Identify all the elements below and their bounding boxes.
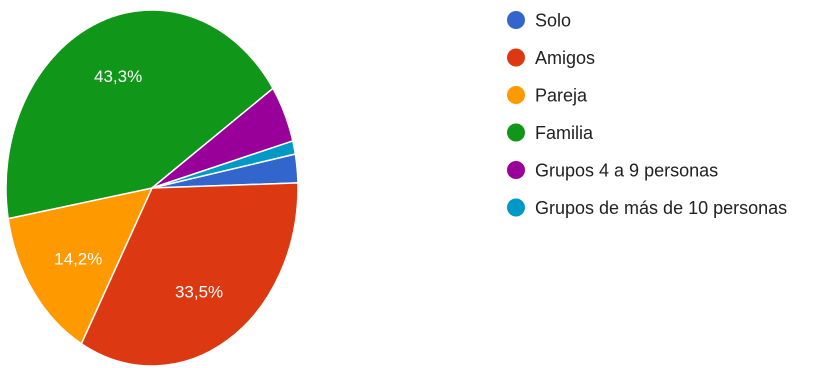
pie-slice-grupos-de-mas-de-10-personas (151, 139, 297, 189)
legend-label-familia: Familia (535, 123, 594, 143)
slice-label-amigos: 33,5% (175, 282, 223, 301)
legend: Solo Amigos Pareja Familia Grupos 4 a 9 pers… (507, 11, 787, 218)
slice-label-familia: 43,3% (94, 67, 142, 86)
legend-label-grupos-de-mas-de-10-personas: Grupos de más de 10 personas (535, 198, 787, 218)
legend-label-pareja: Pareja (535, 86, 588, 106)
legend-swatch-grupos-de-mas-de-10-personas (507, 198, 525, 217)
legend-swatch-pareja (507, 86, 525, 104)
legend-swatch-grupos-4-a-9-personas (507, 161, 525, 179)
legend-label-grupos-4-a-9-personas: Grupos 4 a 9 personas (535, 161, 718, 181)
legend-label-solo: Solo (535, 11, 571, 31)
legend-label-amigos: Amigos (535, 48, 595, 68)
pie-slices (5, 9, 299, 367)
legend-swatch-solo (507, 11, 525, 29)
pie-slice-familia (5, 9, 274, 220)
pie-slice-amigos (80, 182, 299, 367)
legend-swatch-familia (507, 123, 525, 142)
pie-slice-pareja (7, 186, 154, 345)
pie-slice-labels: 33,5% 14,2% 43,3% (54, 67, 223, 302)
slice-label-pareja: 14,2% (54, 249, 102, 268)
legend-swatch-amigos (507, 48, 525, 67)
